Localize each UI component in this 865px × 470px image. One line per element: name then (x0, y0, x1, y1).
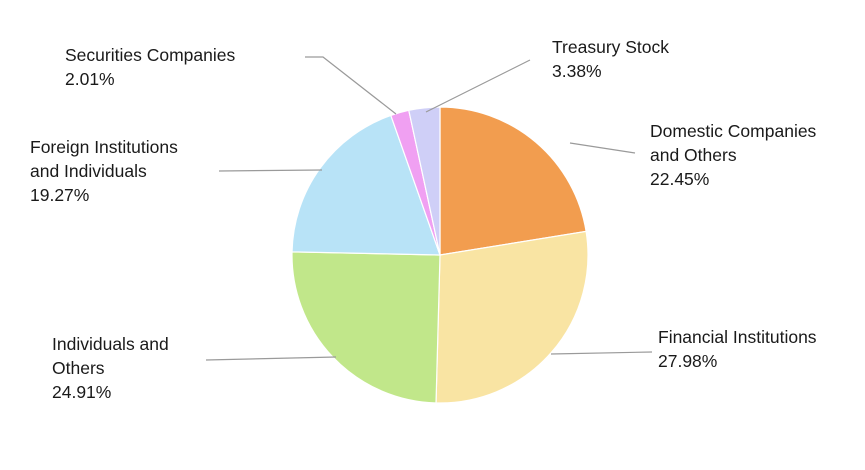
slice-value-label: 24.91% (52, 382, 111, 402)
pie-slice (291, 251, 441, 404)
slice-category-label: Domestic Companies (650, 121, 817, 141)
leader-line (425, 59, 531, 113)
leader-line (205, 356, 337, 361)
slice-category-label: and Others (650, 145, 737, 165)
slice-value-label: 22.45% (650, 169, 709, 189)
leader-line (218, 169, 323, 172)
slice-category-label: Securities Companies (65, 45, 235, 65)
pie-slices (291, 106, 589, 404)
slice-category-label: Treasury Stock (552, 37, 669, 57)
pie-slice (408, 106, 441, 256)
slice-value-label: 27.98% (658, 351, 717, 371)
slice-category-label: Foreign Institutions (30, 137, 178, 157)
pie-slice (435, 230, 589, 404)
leader-line (569, 142, 636, 154)
leader-line (550, 351, 653, 355)
slice-category-label: Others (52, 358, 105, 378)
pie-slice (439, 106, 587, 256)
slice-value-label: 2.01% (65, 69, 115, 89)
slice-category-label: Individuals and (52, 334, 169, 354)
slice-value-label: 19.27% (30, 185, 89, 205)
slice-value-label: 3.38% (552, 61, 602, 81)
slice-category-label: Financial Institutions (658, 327, 817, 347)
leader-lines (205, 56, 653, 361)
leader-line (305, 56, 397, 115)
slice-category-label: and Individuals (30, 161, 147, 181)
slice-labels: Domestic Companies and Others 22.45% Financ… (30, 37, 817, 402)
